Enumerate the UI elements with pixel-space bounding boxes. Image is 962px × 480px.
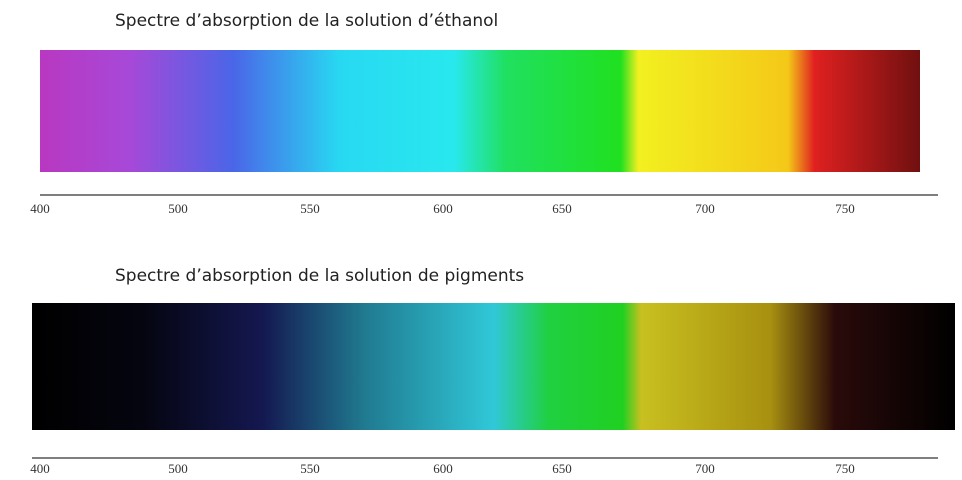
tick-label: 700 [695, 461, 715, 476]
tick-label: 400 [30, 461, 50, 476]
tick-label: 600 [433, 201, 453, 216]
figure: Spectre d’absorption de la solution d’ét… [0, 0, 962, 480]
tick-label: 650 [552, 201, 572, 216]
tick-label: 500 [168, 201, 188, 216]
tick-label: 750 [835, 461, 855, 476]
tick-label: 600 [433, 461, 453, 476]
spectrum [32, 303, 955, 430]
tick-label: 750 [835, 201, 855, 216]
tick-label: 400 [30, 201, 50, 216]
tick-label: 550 [300, 461, 320, 476]
tick-label: 550 [300, 201, 320, 216]
tick-label: 500 [168, 461, 188, 476]
tick-label: 650 [552, 461, 572, 476]
panel-title: Spectre d’absorption de la solution de p… [115, 266, 524, 286]
panel-title: Spectre d’absorption de la solution d’ét… [115, 11, 498, 31]
tick-label: 700 [695, 201, 715, 216]
spectrum [40, 50, 920, 172]
